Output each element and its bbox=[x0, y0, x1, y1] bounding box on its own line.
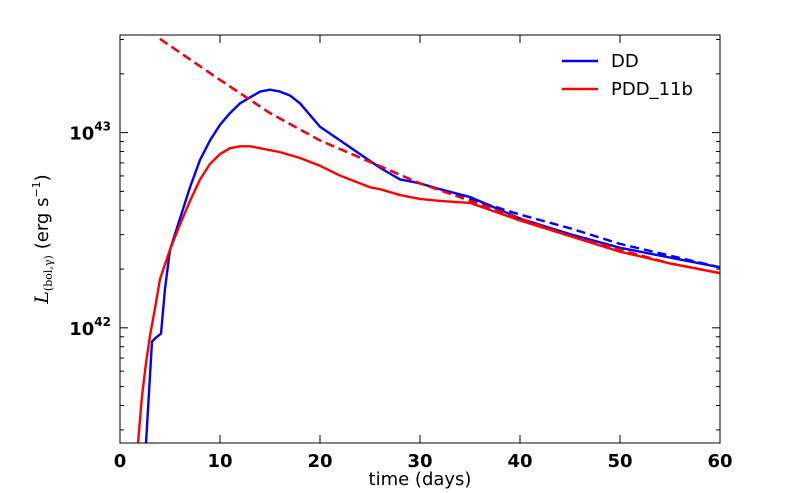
y-axis-label-unit-exponent: −1 bbox=[30, 181, 43, 197]
y-axis-label: L(bol,γ) (erg s−1) bbox=[30, 174, 55, 304]
x-tick-label: 50 bbox=[607, 451, 632, 472]
y-axis-label-unit: (erg s bbox=[32, 198, 53, 250]
y-tick-label: 1043 bbox=[69, 120, 111, 145]
y-axis-label-subscript: (bol,γ) bbox=[42, 255, 55, 291]
x-tick-label: 0 bbox=[114, 451, 127, 472]
x-tick-label: 30 bbox=[407, 451, 432, 472]
plot-area bbox=[120, 35, 720, 443]
x-tick-label: 60 bbox=[707, 451, 732, 472]
legend-label-pdd: PDD_11b bbox=[611, 79, 693, 100]
x-tick-label: 10 bbox=[207, 451, 232, 472]
series-line-pdd-11b bbox=[136, 145, 720, 443]
legend: DD PDD_11b bbox=[562, 51, 693, 100]
legend-label-dd: DD bbox=[611, 51, 639, 72]
ticks-layer: 0 10 20 30 40 50 60 1042 1043 bbox=[69, 35, 733, 472]
x-tick-label: 20 bbox=[307, 451, 332, 472]
y-axis-label-unit-close: ) bbox=[32, 174, 53, 181]
x-tick-label: 40 bbox=[507, 451, 532, 472]
y-axis-label-symbol: L bbox=[31, 291, 53, 305]
y-tick-label: 1042 bbox=[69, 315, 111, 340]
series-line-pdd-11b-decay-dashed bbox=[159, 37, 720, 275]
series-layer bbox=[136, 37, 720, 443]
x-axis-label: time (days) bbox=[369, 469, 472, 490]
